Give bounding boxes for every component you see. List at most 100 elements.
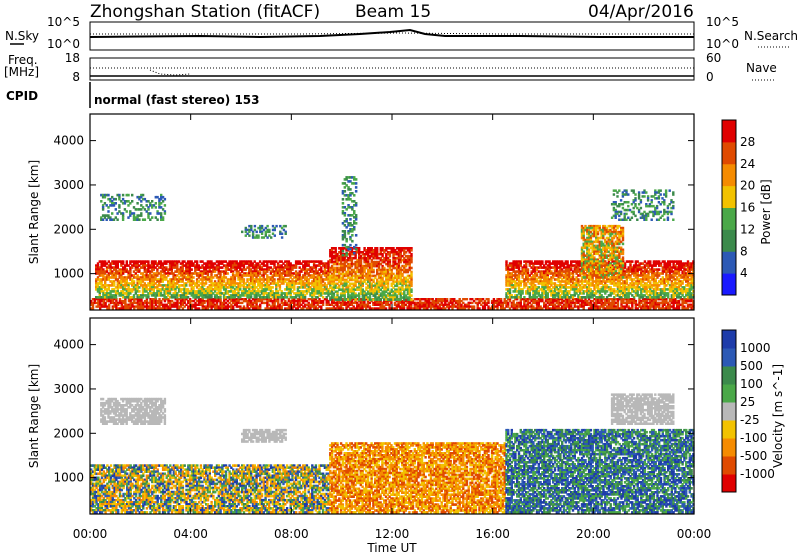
echo-cell	[105, 276, 109, 279]
echo-cell	[123, 276, 127, 279]
echo-cell	[356, 264, 359, 268]
echo-cell	[514, 305, 517, 308]
echo-cell	[142, 303, 145, 306]
echo-cell	[169, 299, 172, 303]
echo-cell	[120, 303, 123, 306]
echo-cell	[329, 254, 332, 258]
echo-cell	[614, 307, 618, 310]
echo-cell	[179, 299, 183, 303]
echo-cell	[595, 307, 598, 310]
echo-cell	[343, 268, 346, 272]
echo-cell	[201, 260, 204, 263]
echo-cell	[600, 298, 603, 301]
echo-cell	[338, 278, 341, 282]
echo-cell	[104, 276, 107, 279]
echo-cell	[311, 294, 314, 297]
echo-cell	[625, 298, 629, 301]
echo-cell	[124, 305, 127, 308]
echo-cell	[206, 272, 210, 275]
echo-cell	[185, 272, 188, 275]
echo-cell	[305, 303, 309, 306]
echo-cell	[249, 268, 253, 271]
echo-cell	[168, 292, 172, 295]
echo-cell	[115, 298, 118, 301]
echo-cell	[95, 298, 98, 301]
echo-cell	[204, 264, 208, 267]
echo-cell	[474, 301, 478, 305]
echo-cell	[329, 292, 332, 295]
echo-cell	[659, 301, 663, 305]
echo-cell	[330, 249, 334, 252]
echo-cell	[95, 284, 98, 287]
echo-cell	[289, 301, 292, 305]
echo-cell	[314, 264, 318, 267]
echo-cell	[305, 292, 309, 295]
echo-cell	[287, 262, 291, 265]
echo-cell	[159, 260, 163, 263]
echo-cell	[388, 254, 392, 258]
echo-cell	[294, 262, 298, 265]
echo-cell	[124, 307, 127, 310]
echo-cell	[240, 264, 244, 267]
echo-cell	[235, 266, 238, 269]
echo-cell	[519, 296, 522, 299]
echo-cell	[102, 260, 105, 263]
echo-cell	[253, 301, 256, 305]
echo-cell	[212, 303, 215, 306]
echo-cell	[147, 276, 150, 279]
echo-cell	[339, 292, 343, 295]
echo-cell	[122, 301, 125, 305]
echo-cell	[176, 262, 179, 265]
echo-cell	[366, 299, 370, 303]
echo-cell	[348, 264, 352, 268]
echo-cell	[127, 299, 131, 303]
echo-cell	[172, 262, 175, 265]
echo-cell	[302, 260, 305, 263]
echo-cell	[170, 268, 173, 271]
echo-cell	[208, 299, 211, 303]
echo-cell	[303, 294, 307, 297]
echo-cell	[647, 305, 650, 308]
echo-cell	[318, 294, 321, 297]
echo-cell	[142, 301, 145, 305]
echo-cell	[309, 303, 312, 306]
echo-cell	[179, 284, 183, 287]
echo-cell	[516, 305, 519, 308]
echo-cell	[589, 307, 593, 310]
echo-cell	[210, 286, 213, 289]
echo-cell	[298, 305, 301, 308]
echo-cell	[176, 260, 179, 263]
echo-cell	[251, 286, 255, 289]
echo-cell	[534, 301, 537, 305]
echo-cell	[203, 299, 206, 303]
echo-cell	[141, 266, 145, 269]
echo-cell	[134, 272, 137, 275]
echo-cell	[192, 286, 195, 289]
echo-cell	[426, 298, 429, 301]
echo-cell	[358, 296, 361, 299]
echo-cell	[186, 266, 190, 269]
echo-cell	[188, 299, 192, 303]
echo-cell	[652, 305, 656, 308]
echo-cell	[302, 264, 305, 267]
echo-cell	[343, 292, 346, 295]
echo-cell	[149, 266, 152, 269]
echo-cell	[260, 286, 264, 289]
echo-cell	[276, 266, 280, 269]
echo-cell	[356, 260, 359, 264]
echo-cell	[208, 278, 211, 281]
echo-cell	[356, 288, 359, 291]
echo-cell	[650, 298, 654, 301]
echo-cell	[438, 298, 442, 301]
echo-cell	[374, 301, 377, 305]
echo-cell	[384, 299, 388, 303]
echo-cell	[399, 299, 402, 303]
echo-cell	[156, 264, 159, 267]
echo-cell	[356, 301, 359, 305]
echo-cell	[206, 260, 210, 263]
echo-cell	[100, 264, 103, 267]
echo-cell	[614, 301, 618, 305]
echo-cell	[330, 298, 334, 301]
echo-cell	[352, 292, 355, 295]
echo-cell	[120, 290, 123, 293]
